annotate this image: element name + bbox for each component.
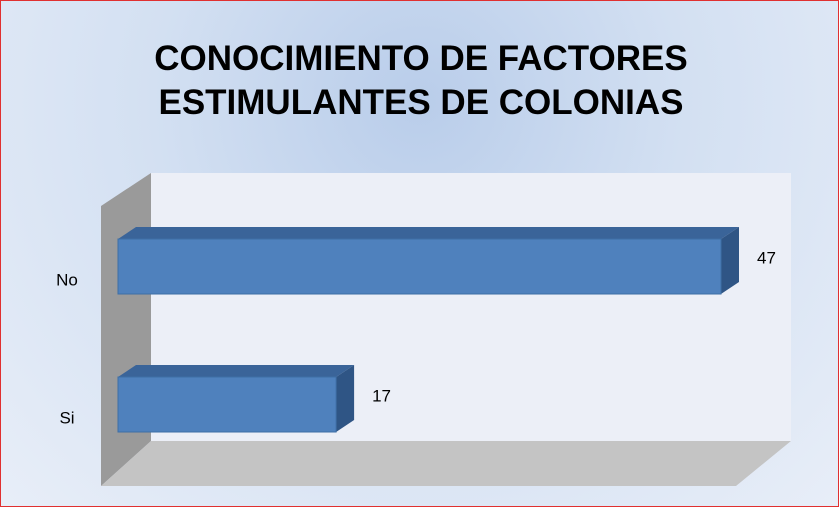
chart-title: CONOCIMIENTO DE FACTORES ESTIMULANTES DE… xyxy=(154,39,688,122)
bar xyxy=(117,376,337,433)
value-label: 17 xyxy=(372,386,391,405)
category-label: No xyxy=(56,270,78,289)
value-label: 47 xyxy=(757,248,776,267)
bar-side xyxy=(336,365,355,432)
bar-top xyxy=(118,365,355,377)
bar-side xyxy=(721,227,739,294)
bar-top xyxy=(118,227,739,239)
category-label: Si xyxy=(59,408,74,427)
bar xyxy=(117,238,722,295)
floor xyxy=(101,441,791,486)
side-wall xyxy=(101,173,151,486)
